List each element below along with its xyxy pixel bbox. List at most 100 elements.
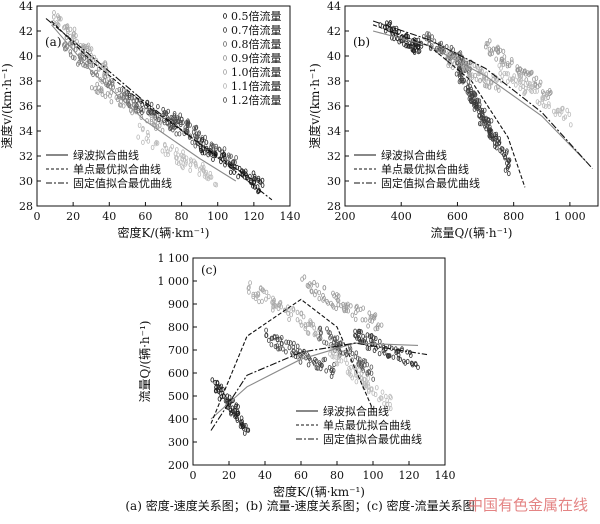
data-point [63, 24, 67, 30]
data-point [318, 335, 323, 341]
data-point [71, 54, 75, 60]
data-point [533, 84, 537, 90]
data-point [216, 384, 220, 390]
data-point [370, 318, 374, 324]
data-point [233, 413, 237, 419]
data-point [377, 350, 382, 357]
data-point [252, 173, 257, 179]
x-tick-label: 60 [294, 469, 308, 482]
x-tick-label: 140 [435, 469, 456, 482]
data-point [153, 141, 158, 147]
data-point [446, 62, 451, 69]
data-point [357, 367, 361, 373]
data-point [177, 117, 181, 123]
data-point [208, 174, 213, 180]
data-point [398, 356, 403, 362]
data-point [309, 289, 314, 295]
data-point [496, 45, 501, 52]
data-point [373, 312, 378, 318]
data-point [251, 183, 255, 189]
x-tick-label: 120 [243, 210, 264, 223]
data-point [256, 175, 261, 181]
data-point [119, 98, 123, 105]
data-point [223, 162, 227, 168]
y-tick-label: 400 [168, 413, 189, 426]
data-point [526, 82, 531, 89]
data-point [218, 390, 223, 396]
legend-marker [223, 69, 227, 75]
x-tick-label: 80 [175, 210, 189, 223]
data-point [194, 125, 198, 131]
data-point [563, 114, 568, 120]
data-point [228, 399, 233, 405]
data-point [538, 79, 543, 85]
data-point [136, 134, 141, 140]
data-point [366, 383, 371, 390]
data-point [434, 45, 439, 52]
y-axis-label: 速度v/(km·h⁻¹) [0, 63, 14, 149]
data-point [323, 356, 327, 362]
data-point [335, 361, 340, 367]
legend-marker [223, 41, 227, 47]
data-point [534, 75, 539, 81]
data-point [222, 146, 227, 152]
data-point [188, 122, 192, 128]
data-point [188, 133, 193, 139]
data-point [368, 317, 372, 323]
data-point [505, 160, 509, 166]
data-point [203, 134, 208, 140]
data-point [103, 61, 108, 67]
data-point [535, 99, 540, 105]
data-point [206, 152, 211, 158]
data-point [514, 77, 518, 83]
data-point [288, 340, 293, 346]
data-point [492, 132, 497, 138]
legend-entry: 1.0倍流量 [231, 65, 282, 79]
data-point [150, 144, 155, 151]
data-point [388, 405, 393, 412]
data-point [303, 321, 308, 328]
data-point [341, 350, 345, 356]
data-point [72, 35, 77, 42]
x-tick-label: 800 [503, 210, 524, 223]
data-point [353, 309, 358, 316]
data-points-c [210, 274, 420, 436]
chart-panel-c: 0 20 40 60 80 100 120 140 200 300 400 500 600 700 800 9… [138, 252, 456, 499]
data-point [63, 41, 67, 47]
data-point [373, 335, 378, 342]
data-point [71, 44, 75, 50]
data-point [119, 87, 124, 93]
data-point [363, 336, 367, 342]
data-point [465, 89, 470, 95]
data-point [477, 121, 482, 127]
data-point [396, 355, 401, 361]
data-point [222, 151, 226, 157]
data-point [356, 362, 361, 368]
data-point [264, 289, 269, 295]
data-point [365, 370, 370, 376]
data-point [378, 395, 383, 401]
data-point [295, 354, 300, 360]
data-point [537, 82, 542, 88]
data-point [475, 97, 479, 103]
data-point [457, 79, 462, 85]
data-point [477, 102, 482, 108]
data-point [231, 159, 235, 165]
data-point [489, 48, 494, 54]
x-tick-label: 100 [207, 210, 228, 223]
data-point [510, 59, 514, 65]
data-point [230, 405, 235, 411]
data-point [315, 282, 320, 288]
data-point [264, 327, 268, 333]
data-point [273, 343, 278, 350]
data-point [313, 288, 318, 294]
data-point [484, 83, 489, 89]
y-tick-label: 800 [168, 321, 189, 334]
x-tick-label: 0 [190, 469, 197, 482]
data-point [387, 353, 392, 359]
data-point [347, 368, 352, 374]
data-point [94, 69, 98, 75]
data-point [413, 360, 418, 367]
y-tick-label: 38 [327, 75, 341, 88]
data-point [278, 336, 282, 342]
